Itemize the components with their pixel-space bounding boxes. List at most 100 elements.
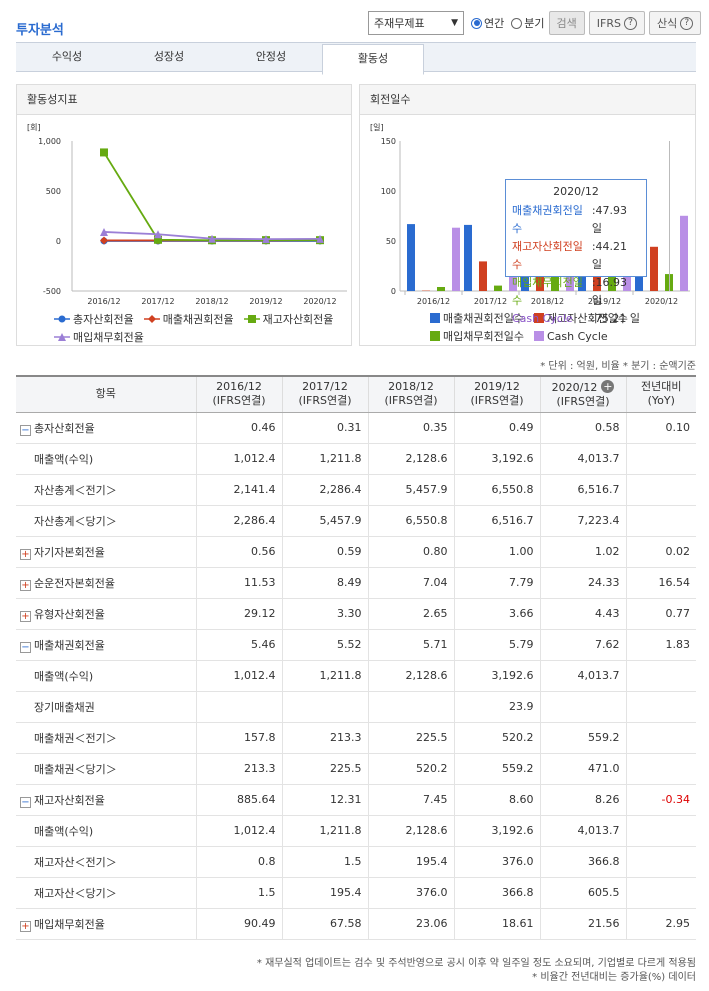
row-label[interactable]: − 재고자산회전율 (16, 784, 196, 816)
table-cell: 4,013.7 (539, 815, 626, 847)
table-cell: -0.34 (625, 784, 696, 816)
expand-column-icon[interactable]: + (601, 379, 615, 393)
table-row: − 매출채권회전율 5.46 5.52 5.71 5.79 7.62 1.83 (16, 629, 696, 661)
legend-swatch (430, 331, 440, 341)
table-cell (625, 722, 696, 754)
table-cell (625, 877, 696, 909)
x-tick-label: 2017/12 (474, 297, 507, 306)
formula-help-button[interactable]: 산식? (648, 11, 702, 35)
row-label[interactable]: + 유형자산회전율 (16, 598, 196, 630)
table-cell: 0.58 (539, 412, 626, 444)
collapse-icon[interactable]: − (20, 424, 31, 436)
tooltip-row: 재고자산회전일수:44.21 일 (512, 238, 640, 274)
tab-activity[interactable]: 활동성 (322, 44, 424, 75)
table-cell: 520.2 (367, 753, 454, 785)
table-cell: 1,211.8 (281, 815, 368, 847)
table-cell: 5.46 (195, 629, 282, 661)
legend-item[interactable]: 매입채무회전일수 (430, 328, 524, 344)
table-cell (625, 753, 696, 785)
y-tick-label: 500 (46, 187, 61, 196)
table-cell: 225.5 (367, 722, 454, 754)
table-cell: 0.10 (625, 412, 696, 444)
row-label: 매출액(수익) (16, 660, 196, 692)
row-label[interactable]: + 매입채무회전율 (16, 908, 196, 940)
series-line (103, 151, 321, 242)
legend-item[interactable]: 총자산회전율 (54, 311, 134, 327)
table-cell: 5.52 (281, 629, 368, 661)
tab-growth[interactable]: 성장성 (153, 50, 185, 63)
table-cell (539, 691, 626, 723)
legend-item[interactable]: 재고자산회전율 (243, 311, 333, 327)
table-row: 재고자산＜당기＞ 1.5 195.4 376.0 366.8 605.5 (16, 877, 696, 909)
table-cell: 2,286.4 (281, 474, 368, 506)
expand-icon[interactable]: + (20, 579, 31, 591)
table-cell: 3,192.6 (453, 660, 540, 692)
tooltip-row: 매입채무회전일수:16.93 일 (512, 274, 640, 310)
table-header-cell: 2017/12 (IFRS연결) (281, 375, 368, 413)
collapse-icon[interactable]: − (20, 796, 31, 808)
table-cell (195, 691, 282, 723)
legend-item[interactable]: Cash Cycle (533, 328, 608, 344)
y-tick-label: 0 (56, 237, 61, 246)
table-cell: 3.66 (453, 598, 540, 630)
table-cell: 0.56 (195, 536, 282, 568)
legend-item[interactable]: 매출채권회전일수 (430, 310, 524, 326)
legend-swatch (533, 313, 544, 323)
table-row: 재고자산＜전기＞ 0.8 1.5 195.4 376.0 366.8 (16, 846, 696, 878)
tooltip-value: :47.93 일 (591, 204, 628, 235)
table-row: 매출액(수익) 1,012.4 1,211.8 2,128.6 3,192.6 4,013… (16, 443, 696, 475)
expand-icon[interactable]: + (20, 548, 31, 560)
table-body: − 총자산회전율 0.46 0.31 0.35 0.49 0.58 0.10 매출액(수익) 1,… (16, 412, 696, 940)
table-cell: 213.3 (281, 722, 368, 754)
question-icon: ? (680, 16, 694, 30)
tooltip-title: 2020/12 (553, 185, 599, 198)
table-cell: 195.4 (367, 846, 454, 878)
radio-annual[interactable]: 연간 (471, 15, 504, 31)
ifrs-help-button[interactable]: IFRS? (588, 11, 645, 35)
collapse-icon[interactable]: − (20, 641, 31, 653)
expand-icon[interactable]: + (20, 610, 31, 622)
ifrs-label: IFRS (596, 16, 621, 30)
table-row: 장기매출채권 23.9 (16, 691, 696, 723)
table-cell: 67.58 (281, 908, 368, 940)
legend-item[interactable]: 재고자산회전일수 (533, 310, 628, 326)
activity-chart-panel: 활동성지표 [회] 1,000 500 0 -500 2016/12 2017/12 2018… (16, 84, 352, 346)
data-point (154, 235, 162, 244)
table-cell: 4,013.7 (539, 443, 626, 475)
tab-stability[interactable]: 안정성 (255, 50, 287, 63)
table-cell: 0.59 (281, 536, 368, 568)
table-cell: 4.43 (539, 598, 626, 630)
x-tick-label: 2020/12 (645, 297, 678, 306)
search-button[interactable]: 검색 (548, 11, 585, 35)
legend-item[interactable]: 매출채권회전율 (143, 311, 234, 327)
table-cell: 5.79 (453, 629, 540, 661)
legend-label: 매입채무회전일수 (443, 330, 524, 343)
y-tick-label: 50 (386, 237, 396, 246)
table-cell: 0.35 (367, 412, 454, 444)
table-header-cell: 전년대비 (YoY) (625, 375, 696, 413)
legend-swatch (430, 313, 440, 323)
table-cell: 0.02 (625, 536, 696, 568)
y-tick-label: 1,000 (38, 137, 61, 146)
table-cell: 559.2 (539, 722, 626, 754)
table-cell: 1,012.4 (195, 443, 282, 475)
statement-select[interactable]: 주재무제표 ▼ (368, 11, 464, 35)
table-cell: 8.60 (453, 784, 540, 816)
tab-profitability[interactable]: 수익성 (51, 50, 83, 63)
row-label[interactable]: − 총자산회전율 (16, 412, 196, 444)
table-cell (625, 474, 696, 506)
table-cell: 7.62 (539, 629, 626, 661)
tooltip-value: :16.93 일 (591, 276, 628, 307)
table-cell: 0.46 (195, 412, 282, 444)
expand-icon[interactable]: + (20, 920, 31, 932)
legend-item[interactable]: 매입채무회전율 (54, 329, 144, 345)
row-label: 자산총계＜전기＞ (16, 474, 196, 506)
table-cell: 24.33 (539, 567, 626, 599)
row-label[interactable]: − 매출채권회전율 (16, 629, 196, 661)
x-tick-label: 2016/12 (417, 297, 450, 306)
table-cell: 471.0 (539, 753, 626, 785)
table-cell: 8.49 (281, 567, 368, 599)
row-label[interactable]: + 자기자본회전율 (16, 536, 196, 568)
radio-quarter[interactable]: 분기 (511, 15, 545, 31)
row-label[interactable]: + 순운전자본회전율 (16, 567, 196, 599)
